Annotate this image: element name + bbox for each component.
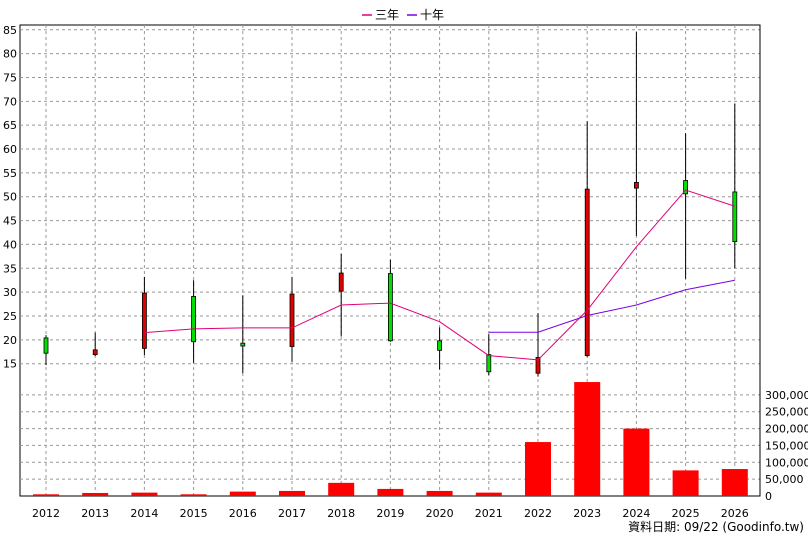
volume-bar xyxy=(377,488,404,496)
price-tick-label: 65 xyxy=(3,119,17,132)
x-tick-label: 2016 xyxy=(229,507,257,520)
x-tick-label: 2021 xyxy=(475,507,503,520)
candle-body xyxy=(43,337,49,354)
candle-body xyxy=(289,293,295,347)
volume-tick-label: 200,000 xyxy=(765,423,808,436)
x-tick-label: 2015 xyxy=(180,507,208,520)
axes: 152025303540455055606570758085050,000100… xyxy=(3,24,808,520)
x-tick-label: 2013 xyxy=(81,507,109,520)
price-tick-label: 35 xyxy=(3,262,17,275)
volume-bar xyxy=(525,442,551,496)
candle-body xyxy=(387,273,393,342)
candle-body xyxy=(535,357,541,374)
volume-bar xyxy=(229,491,256,496)
price-tick-label: 25 xyxy=(3,310,17,323)
candle-body xyxy=(240,342,246,347)
candle-body xyxy=(584,188,590,356)
price-tick-label: 50 xyxy=(3,191,17,204)
volume-tick-label: 250,000 xyxy=(765,406,808,419)
volume-tick-label: 100,000 xyxy=(765,456,808,469)
price-tick-label: 80 xyxy=(3,48,17,61)
volume-tick-label: 0 xyxy=(765,490,772,503)
candle-body xyxy=(634,182,639,189)
volume-bar xyxy=(426,490,453,496)
x-tick-label: 2017 xyxy=(278,507,306,520)
price-tick-label: 30 xyxy=(3,286,17,299)
candle-body xyxy=(486,354,492,373)
volume-bar xyxy=(131,492,158,496)
x-tick-label: 2014 xyxy=(130,507,158,520)
volume-bar xyxy=(328,482,355,496)
x-tick-label: 2024 xyxy=(622,507,650,520)
x-tick-label: 2023 xyxy=(573,507,601,520)
average-line xyxy=(488,279,735,333)
volume-bar xyxy=(672,470,699,496)
volume-bars xyxy=(33,382,748,496)
x-tick-label: 2012 xyxy=(32,507,60,520)
data-date-note: 資料日期: 09/22 (Goodinfo.tw) xyxy=(628,520,804,534)
candle-body xyxy=(338,272,344,292)
volume-bar xyxy=(180,494,207,496)
price-tick-label: 70 xyxy=(3,95,17,108)
x-tick-label: 2025 xyxy=(672,507,700,520)
x-tick-label: 2020 xyxy=(426,507,454,520)
candle-body xyxy=(92,349,98,356)
volume-bar xyxy=(33,494,59,496)
average-line xyxy=(144,189,735,361)
volume-bar xyxy=(623,428,650,496)
legend: 三年 十年 xyxy=(362,8,444,22)
x-tick-label: 2026 xyxy=(721,507,749,520)
price-tick-label: 20 xyxy=(3,334,17,347)
price-tick-label: 60 xyxy=(3,143,17,156)
volume-tick-label: 300,000 xyxy=(765,389,808,402)
price-tick-label: 85 xyxy=(3,24,17,37)
volume-bar xyxy=(721,469,748,496)
candle-body xyxy=(141,292,147,349)
candle-body xyxy=(191,296,197,343)
candle-body xyxy=(437,340,443,351)
price-tick-label: 75 xyxy=(3,71,17,84)
candle-body xyxy=(732,191,738,242)
volume-bar xyxy=(574,382,601,496)
candle-body xyxy=(683,180,688,195)
price-tick-label: 45 xyxy=(3,215,17,228)
price-tick-label: 55 xyxy=(3,167,17,180)
volume-tick-label: 50,000 xyxy=(765,473,804,486)
x-tick-label: 2018 xyxy=(327,507,355,520)
x-tick-label: 2022 xyxy=(524,507,552,520)
candlesticks xyxy=(43,32,738,377)
price-tick-label: 40 xyxy=(3,238,17,251)
volume-tick-label: 150,000 xyxy=(765,439,808,452)
x-tick-label: 2019 xyxy=(376,507,404,520)
volume-bar xyxy=(475,492,502,496)
volume-bar xyxy=(82,492,109,496)
average-lines xyxy=(144,189,735,361)
legend-label: 三年 xyxy=(375,8,399,22)
volume-bar xyxy=(279,490,305,496)
price-tick-label: 15 xyxy=(3,358,17,371)
legend-label: 十年 xyxy=(420,8,444,22)
